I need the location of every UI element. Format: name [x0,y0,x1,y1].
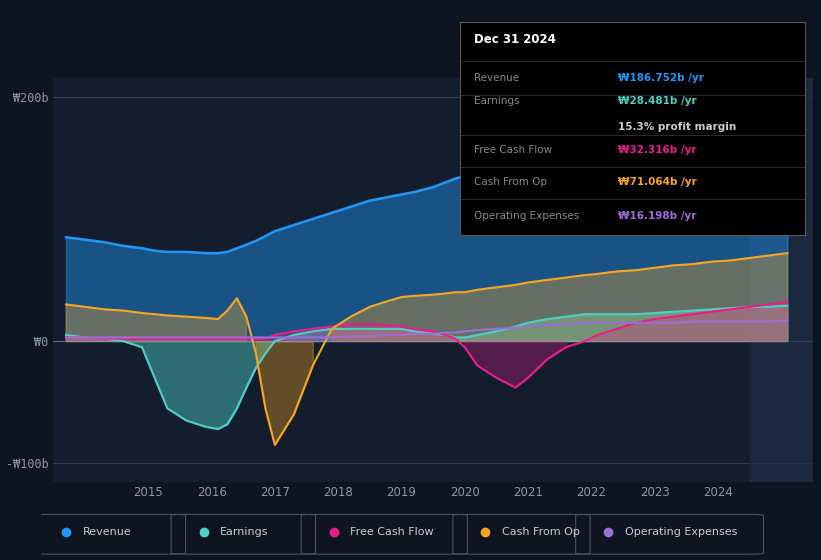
Bar [750,78,813,482]
Text: ₩28.481b /yr: ₩28.481b /yr [618,96,697,106]
Text: Operating Expenses: Operating Expenses [474,211,579,221]
Text: Earnings: Earnings [474,96,519,106]
Text: Cash From Op: Cash From Op [474,177,547,187]
Text: Cash From Op: Cash From Op [502,527,580,537]
Text: Revenue: Revenue [474,73,519,83]
Text: ₩186.752b /yr: ₩186.752b /yr [618,73,704,83]
Text: ₩32.316b /yr: ₩32.316b /yr [618,145,697,155]
Text: Free Cash Flow: Free Cash Flow [474,145,552,155]
Text: Earnings: Earnings [220,527,268,537]
Text: ₩71.064b /yr: ₩71.064b /yr [618,177,697,187]
Text: 15.3% profit margin: 15.3% profit margin [618,122,736,132]
Text: Operating Expenses: Operating Expenses [625,527,737,537]
Text: ₩16.198b /yr: ₩16.198b /yr [618,211,697,221]
Text: Revenue: Revenue [83,527,131,537]
Text: Dec 31 2024: Dec 31 2024 [474,33,556,46]
Text: Free Cash Flow: Free Cash Flow [351,527,433,537]
